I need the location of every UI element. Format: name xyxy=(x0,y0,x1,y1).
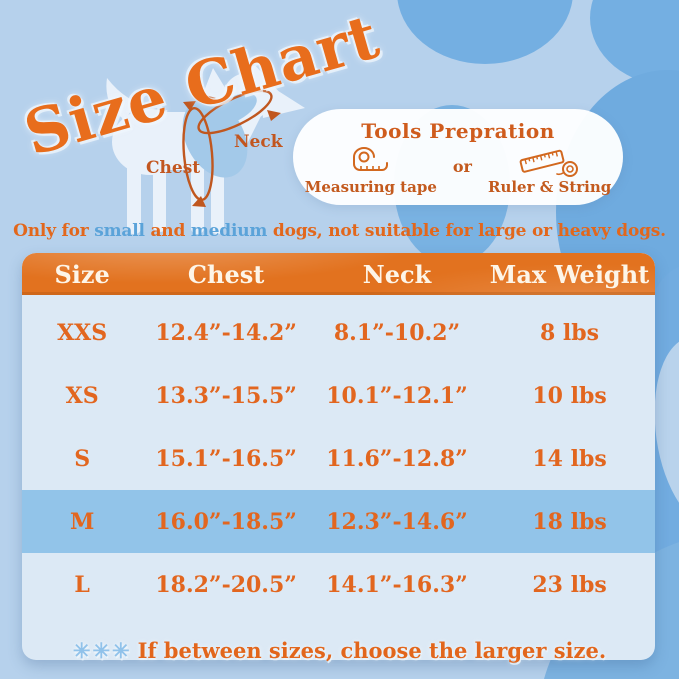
tools-row: Measuring tape or Ruler & String xyxy=(305,145,611,196)
neck-label: Neck xyxy=(234,132,283,152)
cell-max-weight: 10 lbs xyxy=(532,382,607,409)
tool-ruler-string: Ruler & String xyxy=(488,145,611,196)
header-size: Size xyxy=(54,259,110,289)
header-neck: Neck xyxy=(362,259,432,289)
cell-neck: 12.3”-14.6” xyxy=(326,508,468,535)
header-chest: Chest xyxy=(187,259,265,289)
notice-seg: dogs, not suitable for large or heavy do… xyxy=(267,221,666,241)
notice-seg-medium: medium xyxy=(190,221,268,241)
ruler-string-label: Ruler & String xyxy=(487,177,612,196)
chest-label: Chest xyxy=(146,158,201,178)
tools-panel: Tools Prepration Measuring tape or xyxy=(293,109,623,205)
cell-neck: 10.1”-12.1” xyxy=(326,382,468,409)
or-label: or xyxy=(452,156,472,176)
measuring-tape-label: Measuring tape xyxy=(304,177,437,196)
cell-size: S xyxy=(74,445,91,472)
cell-chest: 16.0”-18.5” xyxy=(155,508,297,535)
cell-size: XS xyxy=(65,382,99,409)
asterisks-decoration: ✳✳✳ xyxy=(72,638,132,663)
cell-max-weight: 8 lbs xyxy=(539,319,600,346)
table-body: XXS 12.4”-14.2” 8.1”-10.2” 8 lbs XS 13.3… xyxy=(22,295,655,616)
cell-chest: 15.1”-16.5” xyxy=(155,445,297,472)
table-row: XXS 12.4”-14.2” 8.1”-10.2” 8 lbs xyxy=(22,301,655,364)
notice-seg: and xyxy=(144,221,191,241)
cell-size: L xyxy=(74,571,90,598)
tool-measuring-tape: Measuring tape xyxy=(305,145,437,196)
footer-note-text: If between sizes, choose the larger size… xyxy=(137,638,607,663)
notice-seg-small: small xyxy=(94,221,145,241)
measuring-tape-icon xyxy=(352,146,388,171)
size-table: Size Chest Neck Max Weight XXS 12.4”-14.… xyxy=(22,253,655,660)
cell-max-weight: 23 lbs xyxy=(532,571,607,598)
cell-max-weight: 14 lbs xyxy=(532,445,607,472)
cell-max-weight: 18 lbs xyxy=(532,508,607,535)
table-header-row: Size Chest Neck Max Weight xyxy=(22,253,655,295)
cell-chest: 13.3”-15.5” xyxy=(155,382,297,409)
cell-neck: 14.1”-16.3” xyxy=(326,571,468,598)
cell-size: M xyxy=(69,508,95,535)
cell-neck: 8.1”-10.2” xyxy=(333,319,461,346)
cell-size: XXS xyxy=(57,319,108,346)
footer-note: ✳✳✳ If between sizes, choose the larger s… xyxy=(0,638,679,663)
table-row: L 18.2”-20.5” 14.1”-16.3” 23 lbs xyxy=(22,553,655,616)
notice-seg: Only for xyxy=(13,221,95,241)
dog-measurement-diagram xyxy=(106,66,305,234)
header-max-weight: Max Weight xyxy=(489,259,650,289)
table-row: S 15.1”-16.5” 11.6”-12.8” 14 lbs xyxy=(22,427,655,490)
ruler-string-icon xyxy=(519,149,578,177)
table-row: XS 13.3”-15.5” 10.1”-12.1” 10 lbs xyxy=(22,364,655,427)
tools-title: Tools Prepration xyxy=(361,118,555,143)
notice-text: Only for small and medium dogs, not suit… xyxy=(0,221,679,241)
cell-chest: 12.4”-14.2” xyxy=(155,319,297,346)
cell-chest: 18.2”-20.5” xyxy=(155,571,297,598)
table-row-highlighted: M 16.0”-18.5” 12.3”-14.6” 18 lbs xyxy=(22,490,655,553)
cell-neck: 11.6”-12.8” xyxy=(326,445,468,472)
